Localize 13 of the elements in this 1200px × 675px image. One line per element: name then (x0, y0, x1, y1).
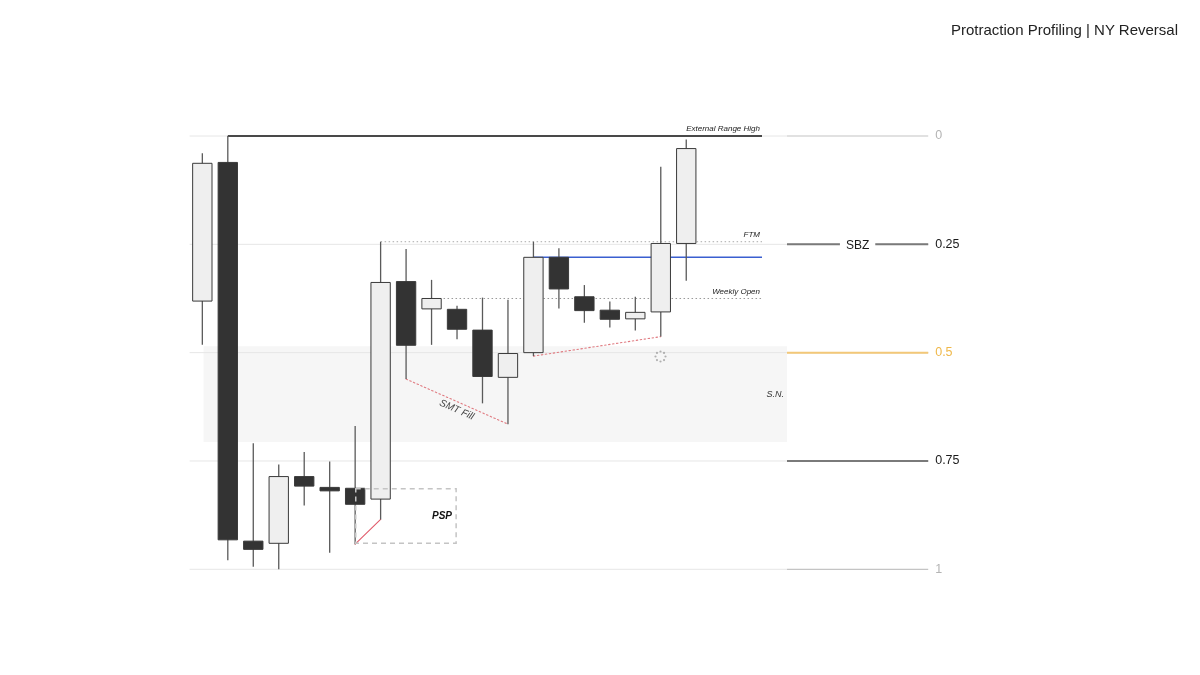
ref-line-label: Weekly Open (712, 286, 761, 296)
y-tick-label: 0.75 (935, 453, 960, 468)
text: Protraction Profiling | NY Reversal (950, 21, 1178, 38)
ref-line-label: External Range High (686, 124, 761, 134)
ref-line-label: SBZ (845, 237, 870, 252)
y-tick-label: 0.5 (935, 345, 953, 360)
text: SMT Fill (437, 396, 477, 422)
annotation: PSP (432, 510, 453, 522)
y-tick-label: 0 (935, 128, 943, 143)
y-tick-label: 1 (935, 561, 943, 576)
y-tick-label: 0.25 (935, 236, 960, 251)
band-label: S.N. (766, 388, 784, 399)
ref-line-label: FTM (743, 229, 761, 239)
